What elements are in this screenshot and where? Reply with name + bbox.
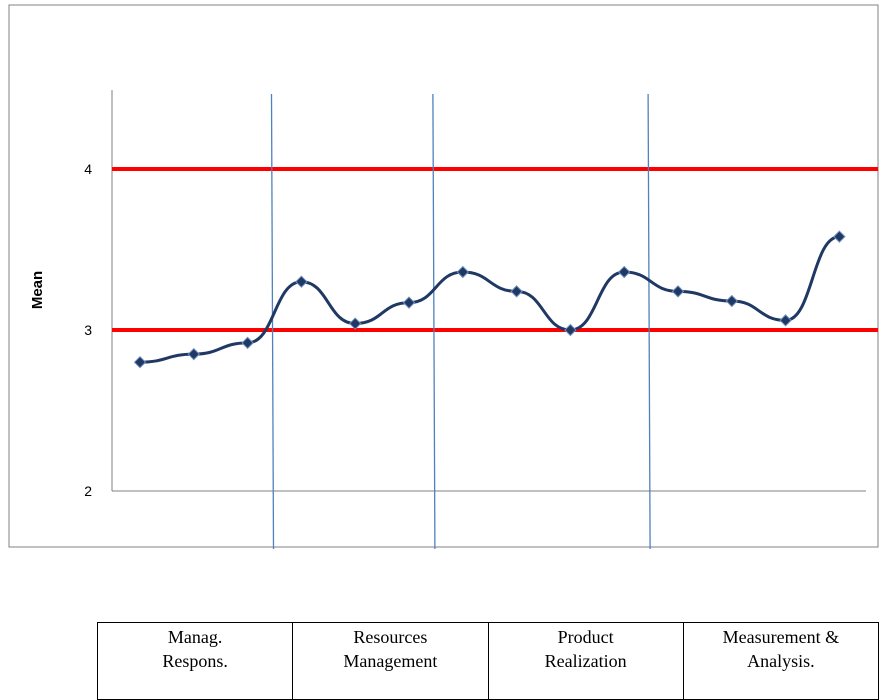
data-point-3 [241,336,254,350]
chart-border [8,4,879,548]
data-point-13 [779,314,792,327]
data-point-5 [348,317,362,330]
section-cell-management-responsibility: Manag. Respons. [96,622,294,700]
y-tick-label-2: 2 [84,483,92,499]
section-divider-1 [270,93,275,550]
y-tick-labels: 2 3 4 [84,161,92,499]
data-point-12 [725,294,739,308]
section-dividers [270,93,651,550]
data-point-8 [510,285,523,298]
chart-area: 2 3 4 Mean [8,4,879,550]
reference-lines [112,167,878,332]
data-point-7 [456,265,470,279]
data-point-2 [187,347,201,361]
section-table: Manag. Respons. Resources Management Pro… [96,622,880,700]
y-axis-label: Mean [29,271,46,309]
y-tick-label-4: 4 [84,161,92,177]
section-cell-product-realization: Product Realization [487,622,684,700]
data-point-4 [295,275,308,288]
data-point-11 [671,285,685,298]
section-cell-measurement-analysis: Measurement & Analysis. [682,622,880,700]
data-point-10 [617,265,631,279]
y-tick-label-3: 3 [84,322,92,338]
section-divider-2 [432,93,436,550]
data-points [133,230,846,369]
data-point-6 [402,296,416,309]
data-point-1 [133,355,147,369]
data-point-14 [833,230,846,243]
section-cell-resources-management: Resources Management [292,622,489,700]
section-divider-3 [647,93,651,550]
data-point-9 [564,323,577,337]
section-row: Manag. Respons. Resources Management Pro… [96,622,880,700]
